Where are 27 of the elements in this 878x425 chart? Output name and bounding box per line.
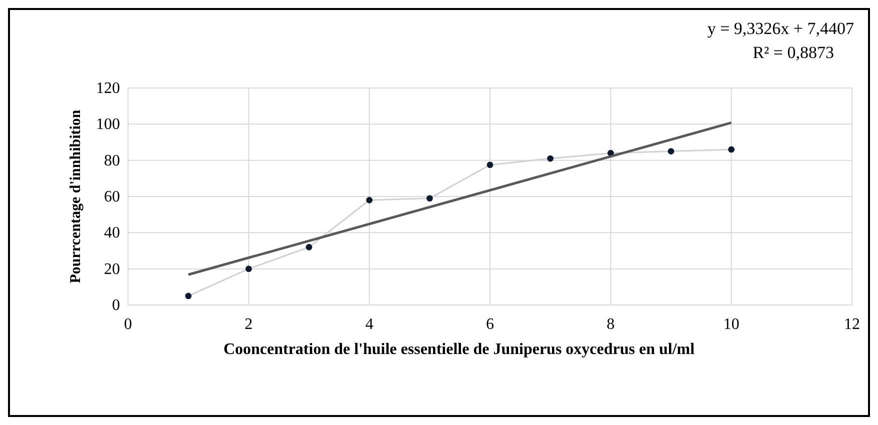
text: R² = 0,8873 [752, 43, 834, 62]
y-tick-label: 80 [104, 152, 120, 170]
point [366, 196, 373, 204]
y-tick-label: 60 [104, 188, 120, 206]
x-tick-label: 12 [844, 316, 860, 333]
x-tick-label: 10 [723, 316, 740, 333]
y-axis-title: Pourrcentage d'innhibition [68, 109, 84, 284]
x-tick-label: 0 [124, 316, 132, 333]
point [547, 155, 554, 162]
y-tick-label: 120 [96, 80, 120, 97]
point [426, 195, 433, 202]
x-tick-label: 2 [244, 316, 253, 333]
y-tick-label: 100 [96, 116, 120, 134]
y-tick-label: 40 [104, 224, 120, 242]
point [306, 244, 312, 250]
x-tick-label: 8 [606, 316, 615, 333]
x-tick-label: 4 [365, 316, 374, 333]
y-tick-label: 0 [112, 297, 120, 314]
point [185, 292, 192, 300]
point [245, 266, 252, 272]
x-axis-title: Cooncentration de l'huile essentielle de Juniperus oxycedrus en ul/ml [222, 340, 696, 360]
y-tick-label: 20 [104, 260, 120, 278]
point [668, 148, 674, 154]
point [728, 146, 735, 153]
point [486, 162, 494, 168]
text: y = 9,3326x + 7,4407 [707, 19, 854, 38]
x-tick-label: 6 [486, 316, 494, 333]
